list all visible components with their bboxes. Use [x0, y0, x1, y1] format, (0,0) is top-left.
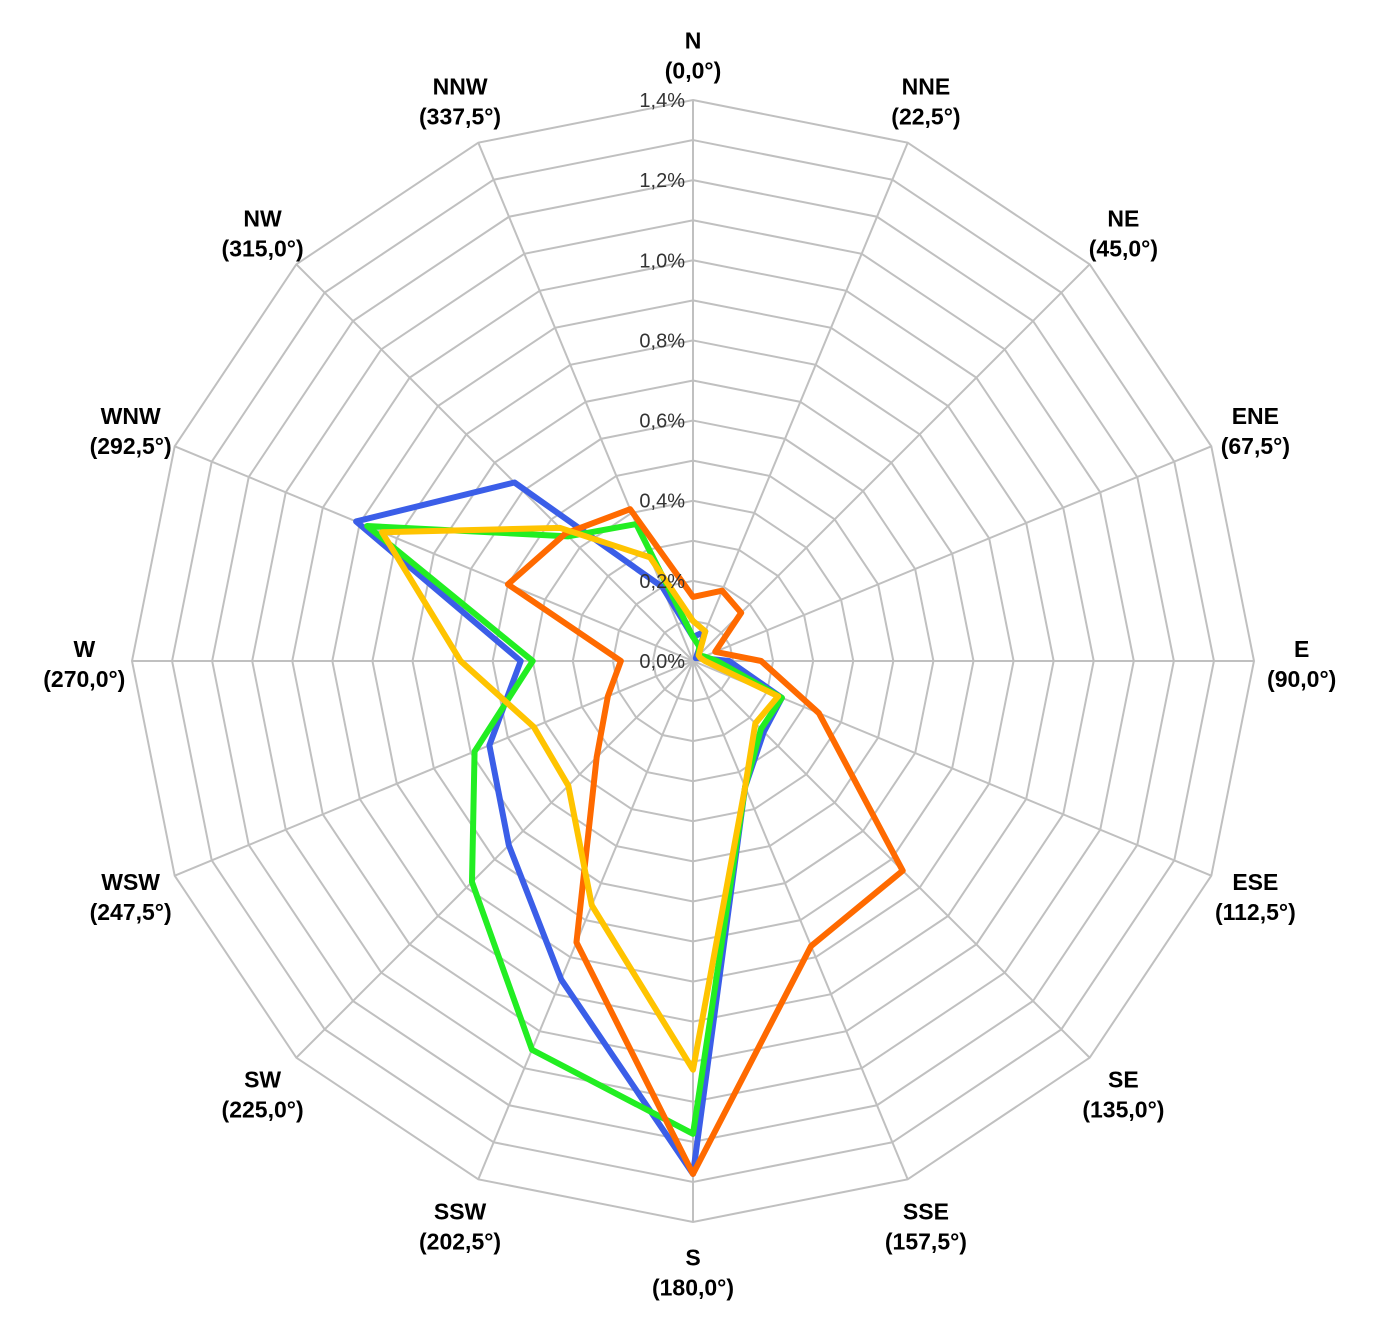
direction-labels: N (0,0°) NNE (22,5°) NE (45,0°) ENE (67,5°) E (90… [43, 27, 1336, 1300]
series-line-4 [379, 524, 782, 1073]
direction-label: NW (315,0°) [222, 206, 304, 262]
radial-tick-labels: 0,0% 0,2% 0,4% 0,6% 0,8% 1,0% 1,2% 1,4% [639, 90, 685, 673]
grid-spoke [295, 263, 694, 662]
direction-label: W (270,0°) [43, 636, 125, 692]
tick-label: 0,6% [639, 411, 685, 433]
grid-spoke [477, 660, 694, 1180]
grid-spoke [174, 445, 694, 662]
series-line-3 [504, 506, 906, 1177]
direction-label: NNE (22,5°) [891, 74, 960, 130]
tick-label: 0,4% [639, 491, 685, 513]
direction-label: SW (225,0°) [222, 1066, 304, 1122]
direction-label: E (90,0°) [1267, 636, 1336, 692]
tick-label: 0,8% [639, 330, 685, 352]
grid-spoke [692, 263, 1091, 662]
direction-label: WNW (292,5°) [90, 403, 172, 459]
direction-label: SSW (202,5°) [419, 1198, 501, 1254]
direction-label: N (0,0°) [665, 27, 722, 83]
direction-label: ESE (112,5°) [1215, 869, 1296, 925]
tick-label: 0,2% [639, 571, 685, 593]
direction-label: S (180,0°) [652, 1245, 734, 1301]
grid-spoke [692, 445, 1212, 662]
radar-series [353, 479, 906, 1177]
tick-label: 0,0% [639, 651, 685, 673]
direction-label: WSW (247,5°) [90, 869, 172, 925]
grid-spoke [295, 660, 694, 1059]
tick-label: 1,2% [639, 170, 685, 192]
tick-label: 1,4% [639, 90, 685, 112]
grid-spoke [692, 660, 909, 1180]
direction-label: SE (135,0°) [1082, 1066, 1164, 1122]
direction-label: NE (45,0°) [1089, 206, 1158, 262]
tick-label: 1,0% [639, 250, 685, 272]
direction-label: SSE (157,5°) [885, 1198, 967, 1254]
grid-spoke [477, 142, 694, 662]
direction-label: NNW (337,5°) [419, 74, 501, 130]
grid-spoke [692, 660, 1091, 1059]
grid-spoke [692, 142, 909, 662]
grid-spoke [174, 660, 694, 877]
direction-label: ENE (67,5°) [1221, 403, 1290, 459]
